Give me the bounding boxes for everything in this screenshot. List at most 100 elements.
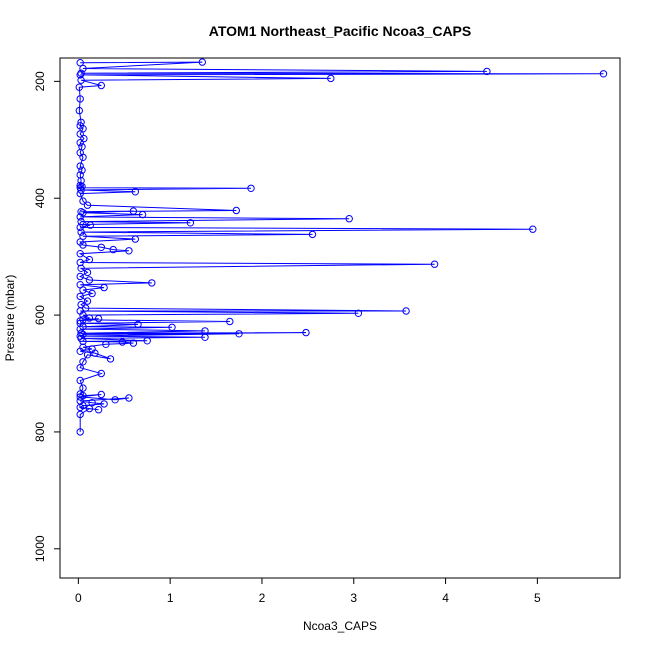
- data-point: [85, 276, 94, 284]
- x-axis: 0 1 2 3 4 5: [75, 577, 541, 605]
- data-point: [83, 268, 92, 277]
- plot-frame: [59, 57, 621, 579]
- data-point: [76, 393, 84, 401]
- data-point: [76, 181, 84, 190]
- data-point: [131, 188, 140, 196]
- data-point: [97, 369, 106, 378]
- x-tick-label: 4: [442, 591, 449, 605]
- y-tick-label: 600: [33, 305, 47, 325]
- data-point: [345, 215, 353, 223]
- data-point: [247, 184, 255, 193]
- data-point: [77, 118, 85, 127]
- y-axis: 200 400 600 800 1000: [33, 71, 61, 562]
- data-point: [100, 400, 108, 408]
- data-point: [76, 130, 84, 138]
- data-point: [148, 279, 156, 287]
- data-point: [86, 221, 95, 229]
- data-point: [402, 307, 410, 315]
- data-point: [79, 232, 87, 240]
- data-point: [118, 338, 127, 346]
- data-point: [97, 243, 106, 252]
- data-point: [76, 95, 84, 103]
- data-point: [76, 162, 84, 170]
- data-point: [97, 81, 106, 90]
- plot-area: [75, 58, 608, 436]
- x-tick-label: 5: [534, 591, 541, 605]
- data-point: [76, 347, 84, 355]
- x-tick-label: 3: [350, 591, 357, 605]
- data-point: [76, 59, 84, 67]
- data-point: [76, 376, 84, 385]
- data-point: [201, 333, 209, 341]
- chart-title: ATOM1 Northeast_Pacific Ncoa3_CAPS: [209, 23, 471, 39]
- data-point: [83, 297, 92, 305]
- data-point: [77, 264, 85, 272]
- data-point: [102, 340, 110, 348]
- data-point: [198, 58, 207, 66]
- x-tick-label: 1: [167, 591, 174, 605]
- data-point: [76, 189, 84, 198]
- data-point: [131, 235, 140, 243]
- data-point: [302, 328, 310, 337]
- x-tick-label: 0: [75, 591, 82, 605]
- data-point: [94, 406, 103, 414]
- data-point: [186, 219, 195, 227]
- data-point: [77, 228, 85, 236]
- data-point: [76, 223, 84, 232]
- data-point: [125, 247, 133, 255]
- data-point: [226, 317, 234, 326]
- data-point: [83, 351, 92, 359]
- y-tick-label: 1000: [33, 535, 47, 562]
- data-point: [79, 64, 87, 73]
- data-point: [76, 258, 84, 267]
- data-point: [79, 337, 87, 346]
- data-point: [76, 171, 84, 179]
- data-point: [79, 311, 87, 319]
- data-point: [529, 225, 537, 233]
- data-point: [76, 213, 84, 221]
- data-point: [79, 153, 87, 162]
- data-point: [80, 134, 88, 143]
- data-point: [76, 71, 84, 79]
- y-tick-label: 200: [33, 71, 47, 91]
- data-point: [76, 272, 84, 281]
- data-point: [76, 410, 84, 419]
- data-point: [78, 182, 86, 191]
- series-line: [78, 61, 604, 432]
- data-point: [77, 208, 85, 216]
- data-point: [79, 241, 87, 249]
- y-tick-label: 400: [33, 188, 47, 208]
- data-point: [76, 139, 84, 147]
- data-point: [79, 384, 87, 392]
- data-point: [78, 166, 86, 174]
- data-point: [111, 396, 119, 404]
- data-point: [83, 201, 92, 209]
- data-point: [168, 323, 176, 331]
- x-axis-label: Ncoa3_CAPS: [303, 619, 377, 633]
- data-point: [235, 330, 243, 338]
- data-point: [106, 355, 115, 363]
- data-point: [134, 320, 142, 329]
- data-point: [327, 74, 335, 83]
- data-point: [75, 106, 84, 115]
- data-point: [77, 186, 85, 194]
- data-point: [76, 292, 84, 301]
- data-point: [125, 394, 133, 402]
- data-point: [100, 283, 108, 292]
- y-tick-label: 800: [33, 422, 47, 442]
- data-point: [308, 230, 317, 239]
- data-point: [85, 255, 94, 264]
- data-point: [430, 260, 439, 268]
- data-point: [91, 349, 99, 357]
- data-point: [97, 390, 106, 399]
- data-point: [483, 67, 491, 76]
- data-point: [88, 399, 96, 407]
- data-point: [94, 314, 103, 323]
- data-point: [79, 286, 87, 294]
- data-point: [129, 339, 138, 347]
- data-point: [232, 206, 241, 215]
- data-point: [129, 207, 138, 215]
- data-point: [109, 245, 117, 254]
- data-point: [76, 250, 84, 258]
